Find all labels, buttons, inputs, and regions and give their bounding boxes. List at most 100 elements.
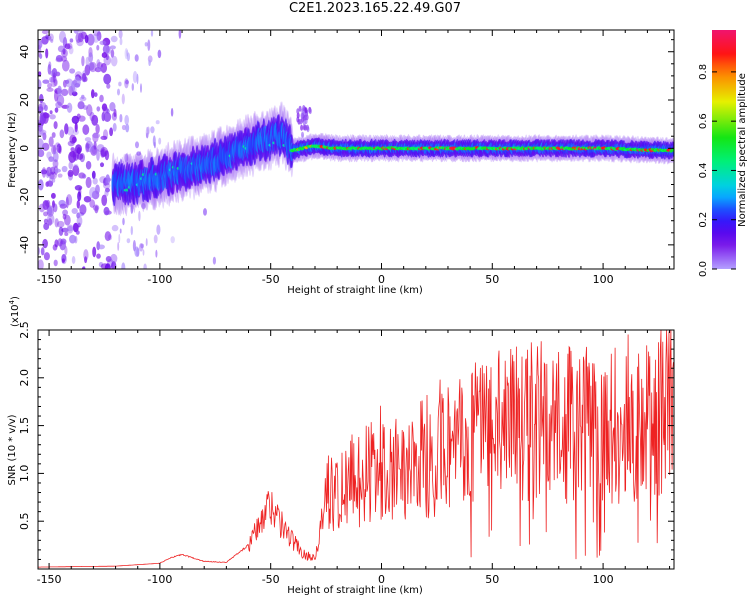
spectral-cell: [124, 114, 129, 126]
spectral-cell: [102, 44, 110, 54]
spectral-cell: [54, 218, 59, 228]
spectral-cell: [92, 33, 100, 43]
y-tick-label: 2.0: [18, 369, 31, 387]
spectral-cell: [38, 39, 43, 50]
spectral-cell: [103, 73, 112, 85]
spectral-cell: [96, 149, 100, 161]
spectral-cell: [96, 66, 103, 72]
spectral-cell: [170, 107, 174, 117]
spectral-cell: [43, 104, 48, 112]
spectral-cell: [145, 132, 149, 139]
spectral-cell: [49, 114, 56, 120]
spectral-cell: [61, 165, 68, 173]
spectral-cell: [85, 176, 92, 189]
spectral-cell: [155, 249, 158, 258]
spectral-cell: [40, 247, 45, 256]
spectral-cell: [138, 210, 141, 222]
spectral-cell: [70, 147, 75, 152]
spectral-cell: [296, 108, 300, 115]
spectral-cell: [101, 194, 108, 207]
spectral-cell: [116, 88, 121, 96]
spectral-cell: [126, 238, 131, 244]
spectral-cell: [39, 53, 43, 59]
spectral-cell: [132, 240, 136, 252]
spectral-cell: [81, 266, 86, 269]
spectral-cell: [43, 222, 50, 231]
spectral-cell: [170, 236, 175, 244]
spectral-cell: [78, 115, 86, 122]
spectral-cell: [125, 123, 130, 133]
spectral-cell: [109, 102, 116, 112]
spectral-cell: [153, 234, 158, 244]
spectral-cell: [84, 256, 88, 264]
y-tick-label: -40: [18, 236, 31, 254]
spectral-cell: [102, 129, 109, 140]
spectral-cell: [72, 129, 79, 136]
spectral-cell: [104, 210, 112, 215]
spectral-cell: [52, 72, 56, 84]
spectral-cell: [102, 106, 109, 114]
colorbar-tick-label: 0.0: [698, 261, 709, 277]
spectrogram-panel: -150 -100 -50 0 50 100 40 20 0 -20 -40 Height of st…: [7, 29, 675, 296]
x-tick-label: -50: [262, 273, 280, 286]
spectral-cell: [90, 89, 95, 99]
spectral-cell: [147, 126, 150, 135]
y-axis-label: Frequency (Hz): [7, 112, 18, 188]
spectral-cell: [69, 68, 76, 74]
spectral-cell: [94, 67, 102, 73]
spectral-cell: [48, 156, 55, 162]
spectral-cell: [52, 151, 59, 163]
spectral-cell: [69, 38, 74, 43]
spectral-cell: [134, 54, 139, 62]
spectral-cell: [95, 124, 100, 134]
x-axis-label: Height of straight line (km): [287, 585, 423, 596]
colorbar-tick-label: 0.2: [698, 212, 709, 228]
spectral-cell: [68, 151, 77, 163]
spectral-cell: [75, 32, 82, 44]
spectral-cell: [85, 160, 92, 170]
spectral-cell: [38, 247, 41, 255]
spectral-cell: [105, 256, 112, 262]
spectral-cell: [96, 253, 101, 259]
spectral-cell: [43, 252, 50, 261]
x-tick-label: -100: [147, 273, 172, 286]
spectral-cell: [109, 127, 114, 137]
spectral-cell: [69, 85, 77, 94]
x-tick-label: -150: [37, 273, 62, 286]
spectral-cell: [92, 177, 98, 185]
snr-series-line: [38, 330, 674, 568]
x-tick-label: 50: [485, 573, 499, 586]
spectral-cell: [40, 169, 48, 175]
spectral-cell: [158, 137, 162, 145]
spectral-cell: [121, 262, 126, 269]
spectral-cell: [82, 72, 87, 82]
spectral-cell: [155, 120, 160, 125]
spectral-cell: [119, 37, 123, 46]
spectral-cell: [61, 258, 65, 264]
spectral-cell: [110, 253, 118, 264]
spectral-cell: [119, 228, 122, 234]
spectral-cell: [39, 93, 44, 104]
spectral-cell: [97, 244, 105, 250]
spectral-cell: [103, 182, 111, 189]
y-tick-label: 1.0: [18, 465, 31, 483]
spectral-cell: [42, 238, 48, 249]
spectral-cell: [118, 30, 123, 39]
x-tick-label: 100: [593, 573, 614, 586]
x-tick-label: 0: [378, 573, 385, 586]
spectral-cell: [69, 234, 77, 244]
spectral-cell: [103, 55, 112, 66]
x-tick-label: 100: [593, 273, 614, 286]
snr-frame: [37, 329, 675, 570]
spectral-cell: [153, 141, 156, 149]
spectral-cell: [298, 105, 302, 112]
spectral-cell: [99, 162, 105, 168]
spectral-cell: [61, 88, 69, 97]
spectral-cell: [44, 200, 49, 207]
spectral-cell: [110, 35, 118, 43]
spectral-cell: [112, 122, 117, 132]
spectral-cell: [74, 122, 78, 133]
spectral-cell: [38, 71, 42, 77]
colorbar-label: Normalized spectral amplitude: [737, 73, 748, 227]
spectral-cell: [38, 79, 42, 90]
